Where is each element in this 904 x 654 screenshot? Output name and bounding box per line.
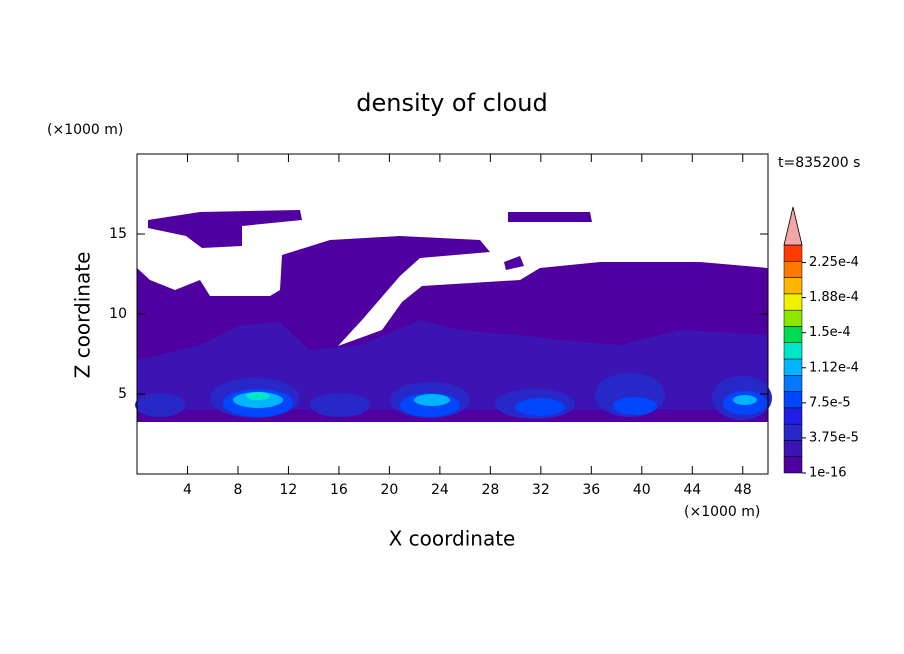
colorbar-band: [783, 309, 803, 327]
contour-field: [135, 210, 772, 473]
x-unit: (×1000 m): [684, 504, 760, 520]
colorbar-band: [783, 261, 803, 278]
colorbar-band: [783, 423, 803, 441]
y-tick-label: 15: [109, 226, 127, 242]
contour-region: [613, 397, 657, 415]
y-axis-label: Z coordinate: [71, 252, 95, 379]
contour-region: [733, 395, 757, 405]
colorbar-band: [783, 407, 803, 425]
colorbar-band: [783, 440, 803, 457]
colorbar-tick-label: 1.12e-4: [809, 360, 859, 375]
x-tick-label: 20: [380, 482, 398, 498]
colorbar-tick-label: 1.5e-4: [809, 325, 851, 340]
colorbar-tick-label: 1e-16: [809, 466, 847, 481]
x-tick-label: 8: [233, 482, 242, 498]
colorbar-band: [783, 277, 803, 295]
x-tick-label: 24: [431, 482, 449, 498]
colorbar-band: [783, 391, 803, 409]
colorbar-band: [783, 358, 803, 376]
colorbar-band: [783, 293, 803, 311]
colorbar-band: [783, 244, 803, 262]
colorbar-band: [783, 326, 803, 343]
contour-region: [414, 394, 450, 406]
x-axis-label: X coordinate: [389, 527, 516, 551]
x-tick-label: 44: [683, 482, 701, 498]
x-tick-label: 12: [280, 482, 298, 498]
colorbar-tick-label: 1.88e-4: [809, 290, 859, 305]
contour-region: [135, 393, 185, 417]
colorbar-tick-label: 7.5e-5: [809, 395, 851, 410]
contour-region: [504, 256, 524, 270]
x-tick-label: 48: [734, 482, 752, 498]
y-tick-label: 10: [109, 306, 127, 322]
contour-region: [515, 398, 565, 416]
x-tick-label: 4: [183, 482, 192, 498]
colorbar-extension: [783, 206, 803, 246]
clear-region: [137, 422, 768, 473]
contour-region: [148, 210, 302, 248]
contour-region: [508, 212, 592, 222]
x-tick-label: 16: [330, 482, 348, 498]
contour-region: [310, 393, 370, 417]
colorbar-band: [783, 342, 803, 360]
x-tick-label: 28: [481, 482, 499, 498]
colorbar-band: [783, 456, 803, 474]
time-label: t=835200 s: [778, 155, 860, 171]
x-tick-label: 36: [582, 482, 600, 498]
y-tick-label: 5: [118, 386, 127, 402]
y-unit: (×1000 m): [47, 122, 123, 138]
colorbar-tick-label: 2.25e-4: [809, 255, 859, 270]
x-tick-label: 40: [633, 482, 651, 498]
x-tick-label: 32: [532, 482, 550, 498]
colorbar-tick-label: 3.75e-5: [809, 430, 859, 445]
colorbar-band: [783, 375, 803, 392]
contour-region: [246, 392, 270, 400]
chart-title: density of cloud: [356, 89, 547, 117]
